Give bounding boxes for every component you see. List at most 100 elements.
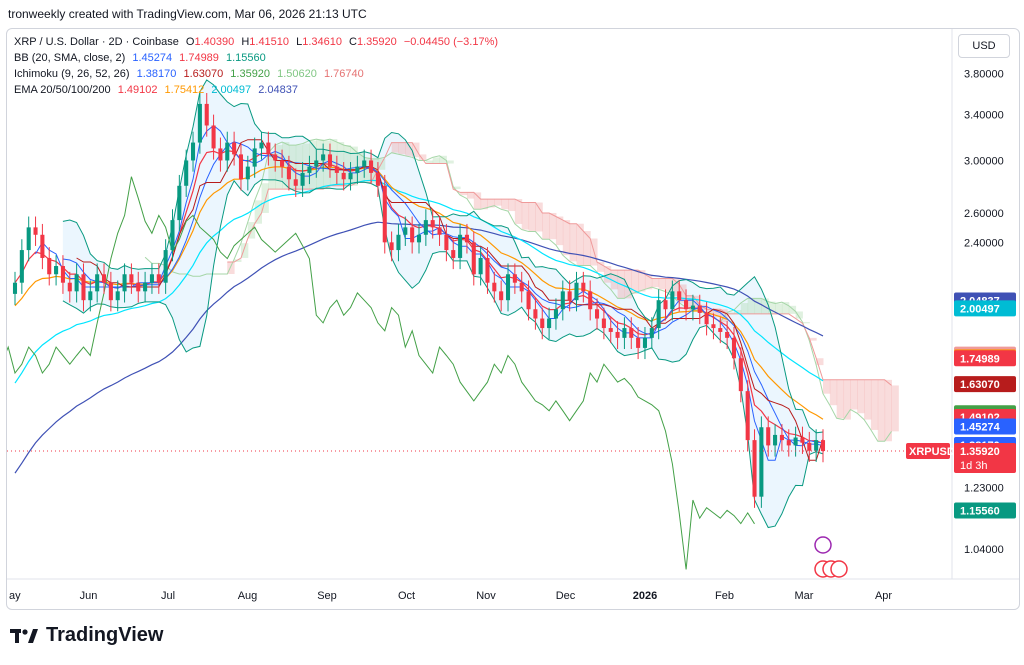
candle-body (574, 282, 579, 301)
candle-body (588, 291, 593, 310)
candle-body (492, 282, 497, 292)
last-price-value: 1.35920 (960, 446, 1000, 458)
ichimoku-cloud-segment (857, 379, 865, 414)
ichimoku-cloud-segment (419, 154, 427, 161)
legend-o-label: O (185, 36, 195, 48)
ichimoku-cloud-segment (282, 142, 290, 190)
ichimoku-cloud-segment (747, 298, 756, 314)
candle-body (499, 291, 504, 301)
legend-bb-basis: 1.45274 (132, 52, 173, 64)
legend-ichi-span-b: 1.76740 (323, 68, 364, 80)
candle-body (718, 328, 723, 332)
candle (101, 263, 107, 294)
candle-body (136, 282, 141, 292)
ichimoku-cloud-segment (350, 146, 358, 186)
candle (533, 298, 538, 330)
ichimoku-cloud-segment (686, 295, 694, 308)
candle (211, 114, 216, 160)
x-tick-label: Oct (398, 590, 415, 602)
candle (684, 289, 689, 321)
ichimoku-cloud-segment (309, 140, 317, 190)
candle-body (67, 282, 72, 292)
ichimoku-cloud-segment (528, 202, 536, 232)
currency-button[interactable]: USD (958, 34, 1010, 58)
y-tick-label: 3.00000 (964, 155, 1004, 167)
candle-body (437, 227, 442, 235)
candle-body (286, 166, 291, 180)
candle (232, 131, 237, 166)
candle (423, 209, 428, 246)
candle-body (143, 282, 148, 292)
candle-body (642, 337, 648, 348)
candle (266, 131, 271, 166)
ichimoku-cloud-segment (631, 270, 639, 294)
legend-ema-line[interactable]: EMA 20/50/100/200 1.49102 1.75412 2.0049… (14, 82, 502, 98)
candle-body (321, 154, 326, 161)
candle (471, 231, 476, 286)
legend-change: −0.04450 (−3.17%) (403, 36, 499, 48)
ema100-line (14, 179, 824, 384)
candle (341, 162, 346, 191)
price-chart[interactable]: 3.80000 3.40000 3.00000 2.60000 2.40000 1.230… (7, 29, 1019, 609)
candle-body (478, 257, 483, 275)
candle-body (129, 274, 134, 283)
ichimoku-cloud-segment (439, 155, 447, 164)
legend-ichimoku-line[interactable]: Ichimoku (9, 26, 52, 26) 1.38170 1.63070… (14, 66, 502, 82)
candle (259, 131, 264, 160)
candle (26, 216, 31, 262)
candle (19, 239, 24, 294)
candle-body (410, 227, 415, 243)
candle-body (382, 185, 387, 243)
candle (636, 327, 641, 360)
candle (245, 155, 250, 191)
ichimoku-cloud-segment (624, 270, 632, 299)
event-icons (814, 536, 848, 578)
ichimoku-cloud-segment (514, 199, 523, 224)
candle-body (81, 274, 86, 301)
ichimoku-cloud-segment (364, 157, 372, 183)
ichimoku-cloud-segment (679, 284, 687, 303)
candle-body (266, 142, 271, 155)
ichimoku-cloud-segment (610, 270, 619, 290)
candle-body (60, 266, 65, 283)
chart-frame[interactable]: 3.80000 3.40000 3.00000 2.60000 2.40000 1.230… (6, 28, 1020, 610)
bollinger-lower-line (62, 179, 824, 529)
candle-body (684, 300, 689, 310)
x-tick-label: Aug (238, 590, 258, 602)
legend-close: 1.35920 (357, 36, 397, 48)
price-badge-label: 1.63070 (960, 379, 1000, 391)
candle-body (307, 166, 312, 173)
candle-body (704, 312, 709, 325)
candle-body (12, 282, 18, 294)
price-badge-label: 1.74989 (960, 353, 1000, 365)
candle (327, 143, 333, 178)
ichimoku-cloud-segment (405, 142, 413, 156)
candle (752, 429, 757, 508)
legend-ema100: 2.00497 (211, 84, 252, 96)
ichimoku-cloud-segment (425, 160, 434, 164)
candle (355, 155, 360, 185)
ichimoku-cloud-segment (781, 302, 790, 314)
ichimoku-cloud-segment (713, 309, 721, 318)
ichimoku-cloud-segment (823, 379, 831, 394)
candle-body (807, 442, 812, 451)
legend-bb-line[interactable]: BB (20, SMA, close, 2) 1.45274 1.74989 1… (14, 50, 502, 66)
candle-body (95, 274, 100, 292)
candle (184, 149, 189, 197)
ichimoku-cloud-segment (850, 379, 858, 410)
candle-body (444, 234, 449, 251)
candle-body (211, 125, 216, 149)
candle (574, 271, 579, 312)
candle (252, 137, 257, 178)
x-tick-label: Apr (875, 590, 892, 602)
ichimoku-cloud-segment (727, 312, 735, 314)
candle-body (403, 227, 408, 235)
last-price-badge: XRPUSD 1.35920 1d 3h (906, 442, 1016, 473)
ichimoku-cloud-segment (809, 337, 817, 341)
ichimoku-cloud-segment (555, 216, 564, 246)
candle (300, 162, 305, 197)
candle-body (197, 103, 202, 143)
legend-symbol[interactable]: XRP / U.S. Dollar · 2D · Coinbase (14, 36, 179, 48)
legend-low: 1.34610 (302, 36, 342, 48)
candle (690, 294, 695, 321)
